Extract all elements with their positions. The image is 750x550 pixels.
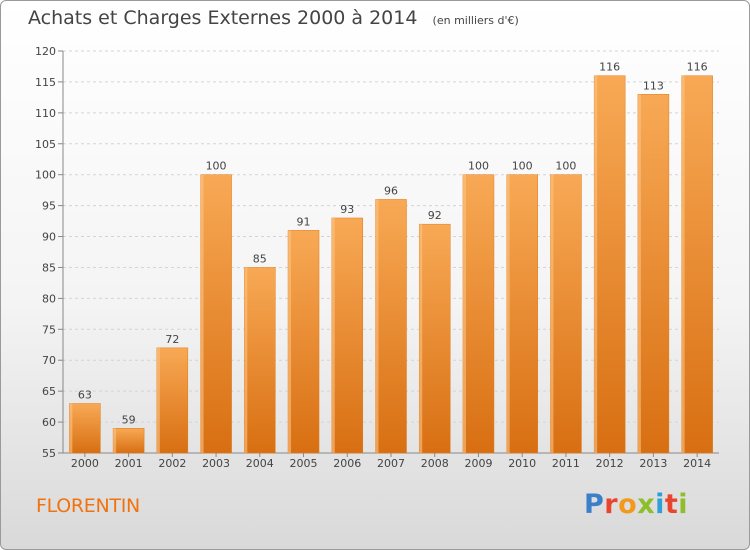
bar-highlight: [244, 267, 248, 453]
logo-letter: x: [637, 489, 656, 520]
logo-letter: t: [664, 489, 679, 520]
chart-subtitle: (en milliers d'€): [432, 14, 519, 27]
bars: [69, 75, 713, 454]
bar-2013: [637, 94, 670, 454]
x-tick-label: 2013: [639, 457, 667, 470]
title-row: Achats et Charges Externes 2000 à 2014 (…: [28, 7, 519, 29]
x-tick-label: 2008: [421, 457, 449, 470]
x-tick-label: 2002: [158, 457, 186, 470]
bar-2007: [375, 199, 407, 454]
bar-highlight: [69, 403, 73, 453]
bar-2004: [244, 267, 276, 454]
proxiti-logo: Proxiti: [584, 489, 688, 520]
data-labels: 63 59 72 100 85 91 93 96 92 100 100 100 116 113 116: [78, 61, 708, 427]
x-tick-label: 2014: [683, 457, 711, 470]
data-label: 93: [340, 203, 354, 216]
x-tick-label: 2010: [508, 457, 536, 470]
data-label: 116: [687, 61, 708, 74]
x-tick-label: 2003: [202, 457, 230, 470]
bar-highlight: [462, 174, 466, 453]
y-tick-label: 100: [35, 169, 56, 182]
bar-highlight: [506, 174, 510, 453]
bar-2014: [681, 75, 713, 454]
x-tick-label: 2011: [552, 457, 580, 470]
y-tick-label: 55: [42, 447, 56, 460]
bar-highlight: [331, 217, 335, 453]
bar-highlight: [113, 428, 117, 453]
bar-highlight: [156, 347, 160, 453]
data-label: 100: [555, 160, 576, 173]
data-label: 85: [253, 252, 267, 265]
data-label: 113: [643, 79, 664, 92]
x-tick-label: 2009: [464, 457, 492, 470]
y-tick-label: 80: [42, 292, 56, 305]
bar-2002: [156, 347, 189, 454]
x-tick-label: 2004: [246, 457, 274, 470]
bar-2005: [287, 230, 320, 454]
y-tick-label: 105: [35, 138, 56, 151]
x-tick-label: 2007: [377, 457, 405, 470]
data-label: 63: [78, 389, 92, 402]
bar-highlight: [594, 75, 598, 453]
data-label: 96: [384, 184, 398, 197]
bar-highlight: [681, 75, 685, 453]
data-label: 100: [206, 160, 227, 173]
logo-letter: i: [655, 489, 665, 520]
logo-letter: i: [678, 489, 689, 520]
bar-2000: [69, 403, 101, 454]
y-tick-label: 70: [42, 354, 56, 367]
bar-highlight: [375, 199, 379, 453]
data-label: 72: [165, 333, 179, 346]
x-tick-label: 2006: [333, 457, 361, 470]
bar-2009: [462, 174, 495, 454]
y-tick-label: 85: [42, 261, 56, 274]
bar-highlight: [550, 174, 554, 453]
bar-highlight: [288, 230, 292, 453]
data-label: 116: [599, 61, 620, 74]
x-tick-label: 2001: [115, 457, 143, 470]
bar-highlight: [637, 94, 641, 454]
data-label: 91: [297, 215, 311, 228]
y-tick-label: 120: [35, 45, 56, 58]
bar-2003: [200, 174, 232, 454]
bar-2008: [418, 223, 451, 454]
y-tick-label: 90: [42, 231, 56, 244]
logo-letter: P: [584, 489, 605, 520]
chart-title: Achats et Charges Externes 2000 à 2014: [28, 7, 418, 29]
x-tick-label: 2000: [71, 457, 99, 470]
y-tick-label: 65: [42, 385, 56, 398]
bar-2001: [112, 428, 145, 454]
y-tick-label: 75: [42, 323, 56, 336]
data-label: 59: [122, 413, 136, 426]
x-tick-label: 2005: [290, 457, 318, 470]
commune-name: FLORENTIN: [36, 495, 140, 517]
bar-highlight: [200, 174, 204, 453]
logo-letter: o: [618, 489, 638, 520]
y-tick-label: 110: [35, 107, 56, 120]
bar-2011: [550, 174, 582, 454]
bar-2012: [593, 75, 626, 454]
y-tick-label: 95: [42, 200, 56, 213]
y-tick-label: 115: [35, 76, 56, 89]
bar-2010: [506, 174, 538, 454]
x-tick-label: 2012: [596, 457, 624, 470]
data-label: 92: [428, 209, 442, 222]
data-label: 100: [512, 160, 533, 173]
bar-highlight: [419, 224, 423, 453]
logo-letter: r: [604, 489, 619, 520]
data-label: 100: [468, 160, 489, 173]
bar-2006: [331, 217, 364, 454]
y-tick-label: 60: [42, 416, 56, 429]
